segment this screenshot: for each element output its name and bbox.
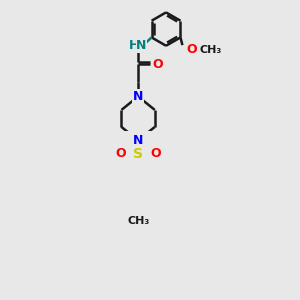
Text: S: S	[133, 147, 143, 161]
Text: N: N	[133, 134, 143, 147]
Text: N: N	[136, 39, 146, 52]
Text: O: O	[152, 58, 163, 71]
Text: CH₃: CH₃	[127, 216, 149, 226]
Text: H: H	[129, 39, 139, 52]
Text: N: N	[133, 90, 143, 103]
Text: O: O	[187, 43, 197, 56]
Text: O: O	[116, 147, 126, 161]
Text: CH₃: CH₃	[200, 45, 222, 55]
Text: O: O	[150, 147, 161, 161]
